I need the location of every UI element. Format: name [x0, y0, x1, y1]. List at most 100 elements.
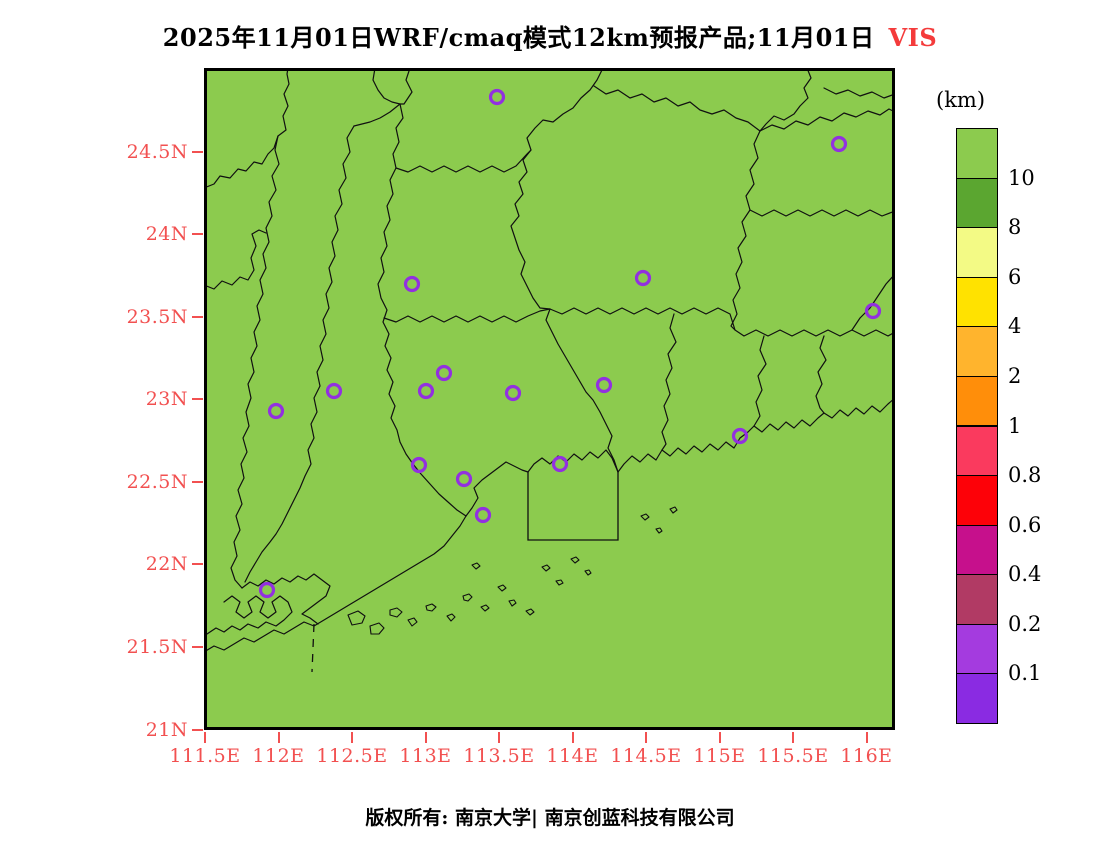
lon-tick-mark	[424, 732, 427, 743]
lat-tick-mark	[192, 645, 203, 648]
county-boundary-line	[241, 573, 331, 625]
island-outline	[389, 607, 403, 618]
island-outline	[462, 593, 473, 602]
lat-tick-mark	[192, 315, 203, 318]
island-outline	[584, 569, 592, 576]
county-boundary-line	[661, 313, 677, 451]
title-variable-label: VIS	[888, 23, 938, 52]
station-marker	[410, 456, 428, 474]
lat-tick-label: 23N	[145, 388, 188, 411]
colorbar-swatch	[956, 673, 998, 724]
county-boundary-line	[465, 461, 529, 517]
colorbar-swatch	[956, 227, 998, 278]
colorbar-swatch	[956, 128, 998, 179]
station-marker	[258, 581, 276, 599]
colorbar-tick-label: 6	[1008, 264, 1022, 289]
lon-tick-label: 112E	[252, 745, 305, 767]
lat-tick-mark	[192, 398, 203, 401]
county-boundary-line	[759, 108, 895, 132]
nested-domain-box	[527, 472, 619, 541]
lat-tick-label: 21.5N	[126, 635, 188, 658]
county-boundary-line	[204, 595, 293, 637]
colorbar-swatch	[956, 375, 998, 427]
county-boundary-line	[759, 68, 812, 132]
lat-tick-label: 22.5N	[126, 470, 188, 493]
station-marker	[267, 402, 285, 420]
county-boundary-line	[510, 68, 619, 473]
county-boundary-line	[383, 308, 551, 323]
lat-tick-mark	[192, 563, 203, 566]
colorbar-tick-label: 0.1	[1008, 661, 1042, 686]
island-outline	[525, 608, 535, 616]
county-boundary-line	[244, 125, 355, 583]
colorbar-swatch	[956, 475, 998, 526]
colorbar-unit-label: (km)	[936, 88, 986, 112]
county-boundary-line	[372, 68, 401, 105]
colorbar-tick-label: 2	[1008, 363, 1022, 388]
lat-tick-label: 21N	[145, 718, 188, 741]
title-main-text: 2025年11月01日WRF/cmaq模式12km预报产品;11月01日	[162, 23, 875, 52]
county-boundary-line	[749, 209, 895, 217]
lon-tick-label: 115.5E	[757, 745, 829, 767]
colorbar-swatch	[956, 177, 998, 229]
county-boundary-line	[204, 229, 267, 290]
station-marker	[325, 382, 343, 400]
island-outline	[640, 513, 650, 521]
station-marker	[488, 88, 506, 106]
county-boundary-line	[230, 135, 280, 589]
island-outline	[425, 603, 437, 612]
colorbar-tick-label: 0.8	[1008, 463, 1042, 488]
lon-tick-mark	[498, 732, 500, 743]
station-marker	[595, 376, 613, 394]
station-marker	[474, 506, 492, 524]
page-title: 2025年11月01日WRF/cmaq模式12km预报产品;11月01日 VIS	[0, 18, 1100, 53]
lat-tick-label: 24.5N	[126, 140, 188, 163]
county-boundary-line	[353, 103, 401, 127]
lat-tick-mark	[192, 150, 203, 153]
lat-tick-label: 22N	[145, 553, 188, 576]
lon-tick-label: 111.5E	[169, 745, 241, 767]
island-outline	[369, 622, 385, 635]
station-marker	[551, 455, 569, 473]
county-boundary-line	[815, 335, 827, 414]
island-outline	[497, 584, 507, 592]
colorbar-tick-label: 8	[1008, 215, 1022, 240]
station-marker	[455, 470, 473, 488]
island-outline	[669, 506, 678, 514]
county-boundary-line	[593, 85, 761, 132]
station-marker	[634, 269, 652, 287]
lon-tick-mark	[571, 732, 574, 743]
island-outline	[508, 599, 517, 607]
map-border	[204, 68, 895, 730]
county-boundary-line	[851, 273, 895, 331]
colorbar-swatch	[956, 524, 998, 576]
island-outline	[347, 610, 366, 626]
island-outline	[446, 613, 456, 622]
colorbar-swatch	[956, 425, 998, 477]
lon-tick-label: 114.5E	[610, 745, 682, 767]
island-outline	[570, 556, 580, 564]
lat-tick-mark	[192, 728, 203, 731]
lat-tick-mark	[192, 233, 203, 236]
county-boundary-line	[753, 335, 767, 427]
county-boundary-line	[377, 68, 467, 517]
lat-tick-mark	[192, 480, 203, 483]
county-boundary-line	[549, 307, 895, 337]
colorbar-swatch	[956, 276, 998, 328]
station-marker	[403, 275, 421, 293]
lon-tick-mark	[718, 732, 721, 743]
lon-tick-label: 115E	[693, 745, 746, 767]
colorbar-tick-label: 0.4	[1008, 562, 1042, 587]
island-outline	[407, 617, 418, 627]
island-outline	[555, 579, 564, 586]
colorbar-tick-label: 0.6	[1008, 512, 1042, 537]
island-outline	[541, 564, 551, 572]
colorbar-tick-label: 1	[1008, 413, 1022, 438]
map-canvas	[204, 68, 895, 730]
lon-tick-mark	[204, 732, 206, 743]
lon-tick-label: 114E	[546, 745, 599, 767]
island-outline	[471, 562, 481, 570]
station-marker	[731, 427, 749, 445]
copyright-text: 版权所有: 南京大学| 南京创蓝科技有限公司	[365, 807, 735, 829]
county-boundary-line	[617, 397, 895, 473]
